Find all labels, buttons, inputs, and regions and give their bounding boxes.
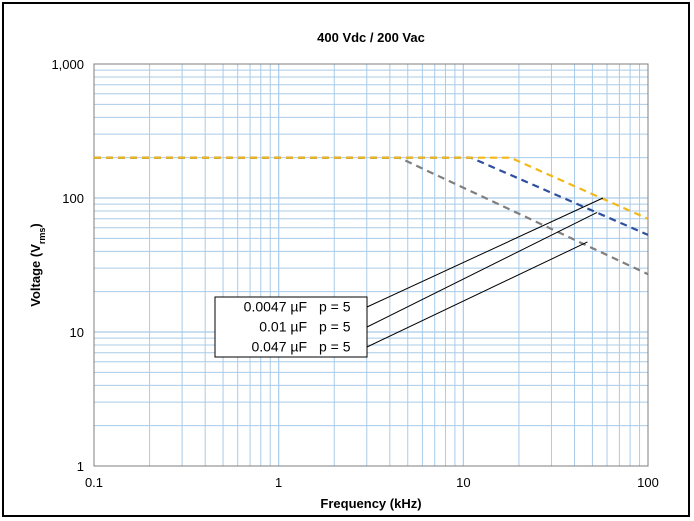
legend-pitch-2: p = 5 bbox=[319, 338, 351, 354]
y-axis-label-close: ) bbox=[28, 223, 43, 227]
callout-line-2 bbox=[366, 241, 588, 348]
x-tick-label: 1 bbox=[275, 475, 282, 490]
y-tick-label: 100 bbox=[62, 191, 84, 206]
callout-lines bbox=[366, 197, 604, 348]
callout-line-1 bbox=[366, 212, 598, 328]
callout-line-0 bbox=[366, 197, 604, 308]
series-line-0 bbox=[94, 156, 649, 220]
grid bbox=[94, 64, 648, 466]
x-tick-label: 10 bbox=[456, 475, 470, 490]
legend-box bbox=[214, 296, 368, 358]
plot-area bbox=[93, 63, 649, 467]
chart-title: 400 Vdc / 200 Vac bbox=[317, 30, 425, 45]
x-tick-label: 100 bbox=[637, 475, 659, 490]
y-axis-label-main: Voltage (V bbox=[28, 244, 43, 307]
x-tick-label: 0.1 bbox=[85, 475, 103, 490]
legend: 0.0047 µF p = 5 0.01 µF p = 5 0.047 µF p = 5 bbox=[214, 296, 368, 358]
legend-capacitance-2: 0.047 µF bbox=[251, 338, 307, 354]
y-tick-label: 1 bbox=[77, 459, 84, 474]
y-axis-label: Voltage (Vrms) bbox=[28, 223, 47, 306]
y-axis-label-sub: rms bbox=[37, 228, 47, 245]
chart-frame bbox=[2, 2, 690, 517]
y-tick-label: 10 bbox=[70, 325, 84, 340]
series-line-1 bbox=[94, 156, 649, 236]
y-tick-label: 1,000 bbox=[51, 57, 84, 72]
legend-capacitance-0: 0.0047 µF bbox=[244, 298, 307, 314]
legend-pitch-0: p = 5 bbox=[319, 298, 351, 314]
legend-capacitance-1: 0.01 µF bbox=[259, 318, 307, 334]
legend-pitch-1: p = 5 bbox=[319, 318, 351, 334]
x-axis-label: Frequency (kHz) bbox=[320, 496, 421, 511]
